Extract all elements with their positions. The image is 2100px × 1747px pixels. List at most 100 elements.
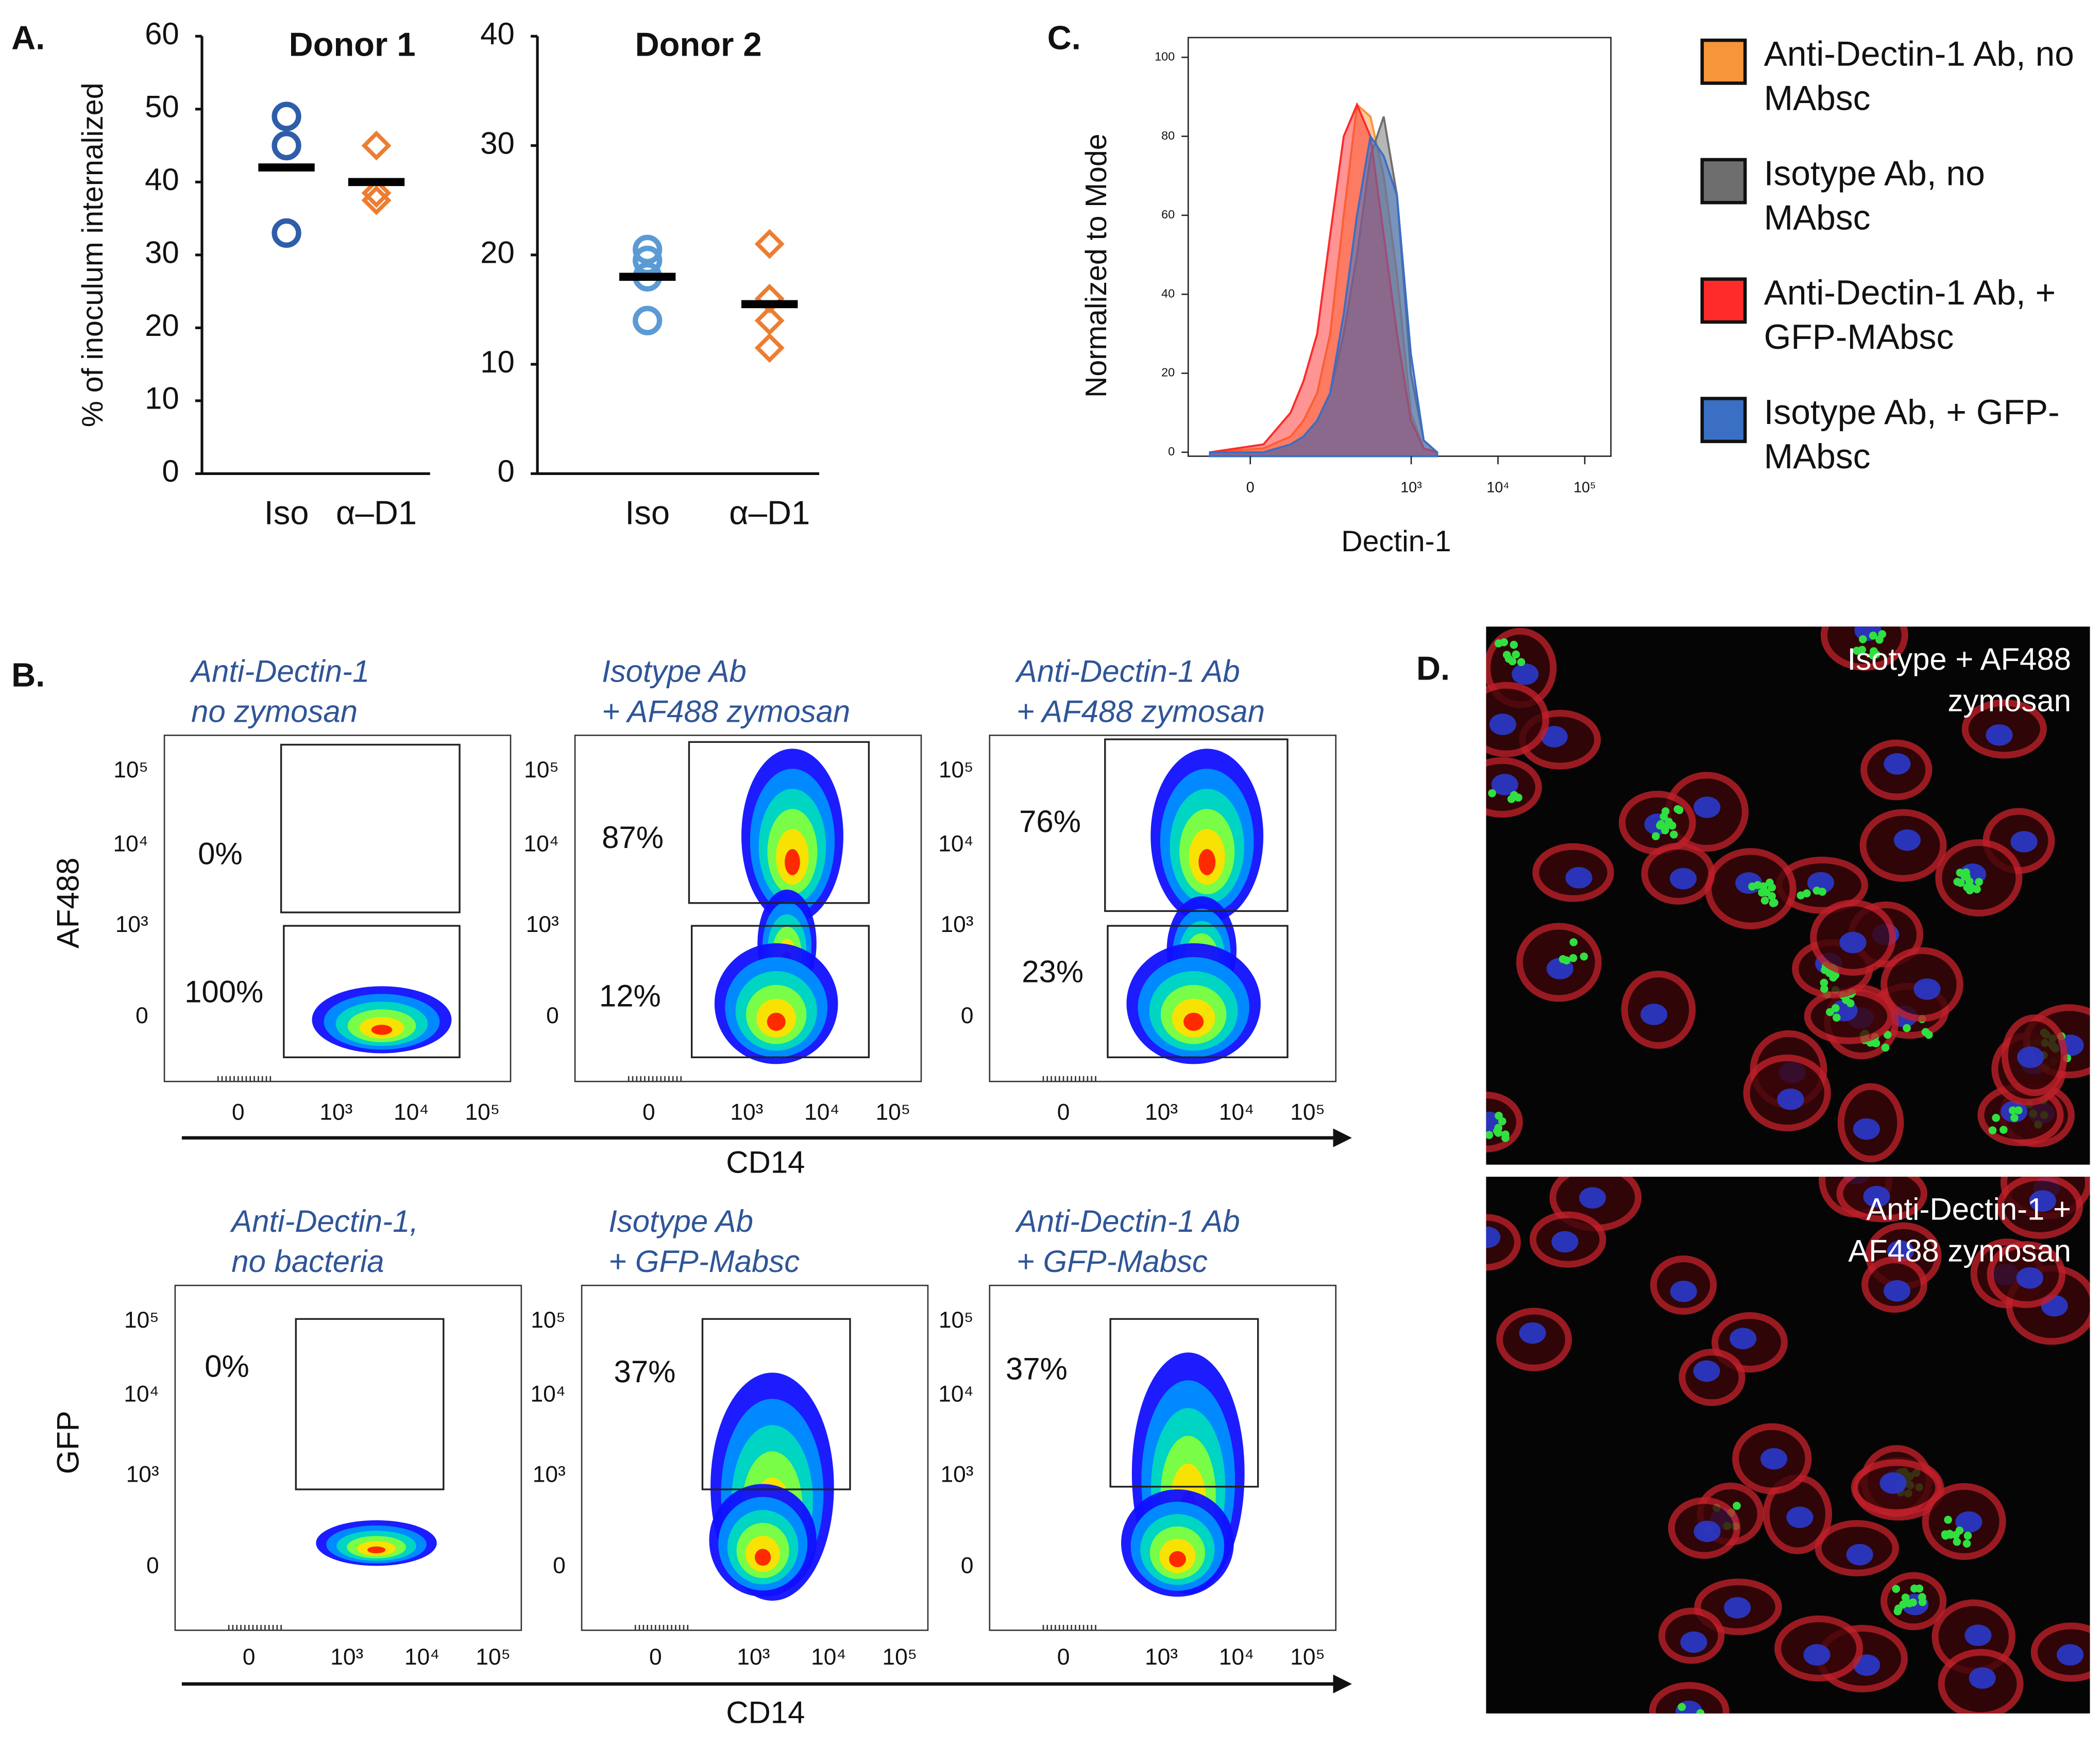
x-tick-label: 10⁴ (804, 1099, 839, 1125)
x-tick-label: 10⁴ (811, 1644, 846, 1670)
nucleus (1760, 1448, 1788, 1470)
cell-membrane (1486, 682, 1549, 757)
zymosan (1894, 1604, 1903, 1613)
x-tick-label: 0 (642, 1099, 655, 1125)
zymosan (1956, 878, 1965, 887)
legend-swatch (1700, 38, 1747, 85)
zymosan (1905, 1599, 1913, 1607)
zymosan (1580, 952, 1588, 961)
legend-entry: Anti-Dectin-1 Ab, no MAbsc (1764, 33, 2074, 117)
x-tick-label: 10⁵ (883, 1644, 918, 1670)
plot-title: Anti-Dectin-1 Ab (1015, 654, 1240, 688)
x-tick-label: α–D1 (729, 494, 810, 531)
zymosan (1569, 954, 1578, 962)
gate (1107, 925, 1289, 1059)
zymosan (1675, 1725, 1684, 1734)
zymosan (1691, 1721, 1700, 1729)
nucleus (1491, 774, 1518, 795)
y-tick-label: 10⁴ (938, 1381, 973, 1406)
axis-arrowhead (1333, 1128, 1352, 1147)
plot-title: + AF488 zymosan (602, 694, 850, 728)
zymosan (1955, 1526, 1964, 1535)
x-tick-label: 10³ (1145, 1644, 1178, 1670)
x-tick-label: α–D1 (336, 494, 417, 531)
density-blob (1169, 1551, 1186, 1568)
plot-title: no bacteria (231, 1244, 384, 1279)
x-tick-label: 10³ (1145, 1099, 1178, 1125)
nucleus (1786, 1506, 1814, 1528)
nucleus (1879, 1472, 1907, 1494)
nucleus (1693, 796, 1721, 818)
gate-percent: 12% (599, 979, 661, 1013)
zymosan (1670, 830, 1678, 839)
x-tick-label: 10⁴ (1486, 480, 1509, 496)
chart-title: Donor 2 (635, 25, 762, 63)
nucleus (2016, 1267, 2043, 1289)
x-tick-label: 0 (232, 1099, 245, 1125)
zymosan (1820, 985, 1828, 993)
y-tick-label: 20 (480, 235, 515, 270)
zymosan (1870, 647, 1878, 655)
chart-title: Donor 1 (289, 25, 416, 63)
y-tick-label: 0 (961, 1553, 974, 1579)
zymosan (1878, 630, 1887, 638)
y-tick-label: 30 (480, 126, 515, 160)
zymosan (1869, 631, 1877, 640)
micrograph-cells (1486, 626, 2090, 1163)
gate-percent: 23% (1022, 955, 1083, 989)
zymosan (1510, 640, 1518, 649)
plot-title: Isotype Ab (602, 654, 747, 688)
zymosan (1831, 1004, 1840, 1012)
x-tick-label: 10³ (730, 1099, 763, 1125)
zymosan (1691, 1715, 1700, 1723)
data-point (272, 218, 301, 248)
panel-label: A. (11, 19, 45, 56)
zymosan (1883, 1030, 1892, 1039)
mean-bar (258, 163, 315, 172)
density-blob (785, 849, 800, 875)
y-tick-label: 10³ (115, 912, 148, 937)
zymosan (1953, 1537, 1961, 1546)
legend-entry: Anti-Dectin-1 Ab, + GFP-MAbsc (1764, 273, 2056, 357)
zymosan (1517, 658, 1526, 667)
data-point (361, 185, 392, 215)
nucleus (1730, 1328, 1757, 1350)
nucleus (1893, 829, 1921, 851)
zymosan (1975, 878, 1983, 886)
y-tick-label: 10 (480, 345, 515, 379)
x-tick-label: 10³ (737, 1644, 770, 1670)
zymosan (1693, 1727, 1701, 1736)
y-axis-label: % of inoculum internalized (76, 83, 109, 428)
gate (701, 1318, 851, 1490)
plot-title: Isotype Ab (608, 1204, 753, 1239)
y-tick-label: 0 (546, 1003, 559, 1028)
y-axis-label: AF488 (51, 858, 86, 948)
plot-title: + GFP-Mabsc (1017, 1244, 1208, 1279)
image-caption: AF488 zymosan (1848, 1233, 2071, 1268)
zymosan (1486, 1131, 1494, 1139)
zymosan (2010, 1113, 2019, 1122)
y-tick-label: 10⁵ (531, 1308, 566, 1333)
zymosan (2008, 1106, 2017, 1115)
zymosan (1968, 884, 1976, 892)
nucleus (1846, 1544, 1873, 1566)
x-tick-label: 0 (243, 1644, 256, 1670)
nucleus (2010, 830, 2038, 853)
zymosan (1946, 1531, 1955, 1539)
density-blob (371, 1025, 393, 1035)
zymosan (1661, 807, 1670, 816)
zymosan (1988, 1126, 1997, 1134)
y-tick-label: 0 (498, 454, 515, 488)
mean-bar (619, 273, 676, 281)
zymosan (1661, 826, 1669, 835)
zymosan (1690, 1714, 1699, 1722)
micrograph-cells (1486, 1177, 2090, 1736)
nucleus (1884, 753, 1911, 775)
x-tick-label: 10⁵ (875, 1099, 910, 1125)
legend-label: Isotype Ab, no MAbsc (1764, 152, 1985, 237)
plot-title: Anti-Dectin-1 Ab (1015, 1204, 1240, 1239)
density-blob (1183, 1012, 1204, 1031)
legend-swatch (1700, 158, 1747, 205)
x-tick-label: Iso (264, 494, 309, 531)
